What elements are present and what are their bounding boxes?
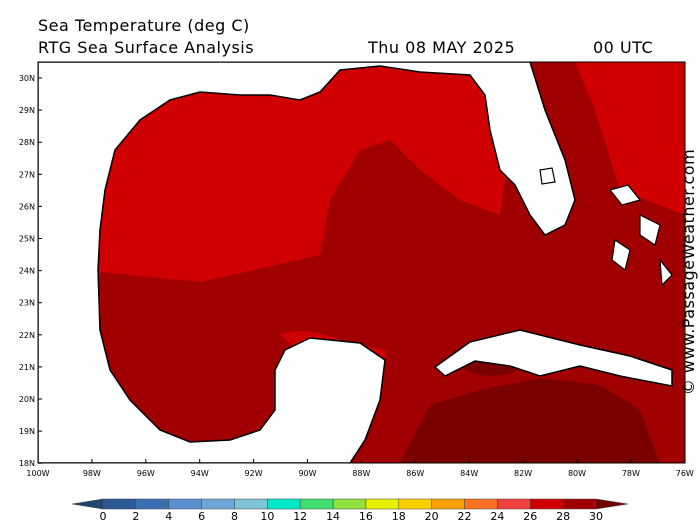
colorbar-segment	[562, 498, 597, 510]
colorbar-label: 12	[293, 510, 307, 523]
colorbar-label: 14	[326, 510, 340, 523]
lon-label: 94W	[191, 469, 209, 478]
lat-label: 18N	[19, 459, 35, 468]
title: Sea Temperature (deg C)	[38, 16, 250, 35]
colorbar-label: 22	[458, 510, 472, 523]
colorbar-segment	[71, 498, 104, 510]
lon-label: 76W	[676, 469, 694, 478]
colorbar-label: 0	[100, 510, 107, 523]
colorbar-label: 20	[425, 510, 439, 523]
lon-label: 80W	[568, 469, 586, 478]
lat-label: 30N	[19, 74, 35, 83]
colorbar-label: 8	[231, 510, 238, 523]
lat-label: 27N	[19, 170, 35, 179]
colorbar-segment	[332, 498, 367, 510]
warm-region	[38, 62, 520, 282]
colorbar-label: 4	[165, 510, 172, 523]
lon-label: 86W	[406, 469, 424, 478]
lat-label: 24N	[19, 267, 35, 276]
colorbar-label: 18	[392, 510, 406, 523]
lat-label: 28N	[19, 138, 35, 147]
lat-label: 26N	[19, 202, 35, 211]
lat-label: 29N	[19, 106, 35, 115]
colorbar-segment	[595, 498, 629, 510]
warm-region	[575, 62, 685, 215]
mainland	[38, 62, 576, 463]
lon-label: 82W	[514, 469, 532, 478]
colorbar-segment	[365, 498, 400, 510]
subtitle: RTG Sea Surface Analysis	[38, 38, 254, 57]
colorbar-segment	[267, 498, 301, 510]
lon-label: 96W	[137, 469, 155, 478]
map	[38, 62, 685, 463]
lon-label: 88W	[352, 469, 370, 478]
lat-label: 20N	[19, 395, 35, 404]
hot-region	[400, 378, 660, 463]
colorbar-segment	[464, 498, 498, 510]
colorbar-segment	[135, 498, 169, 510]
lat-label: 19N	[19, 427, 35, 436]
colorbar-label: 16	[359, 510, 373, 523]
colorbar-segment	[299, 498, 334, 510]
date: Thu 08 MAY 2025	[367, 38, 515, 57]
lat-label: 23N	[19, 299, 35, 308]
colorbar-label: 2	[132, 510, 139, 523]
colorbar-label: 6	[198, 510, 205, 523]
colorbar-segment	[398, 498, 432, 510]
lat-label: 25N	[19, 235, 35, 244]
time: 00 UTC	[593, 38, 653, 57]
colorbar-label: 26	[523, 510, 537, 523]
credit: © www.PassageWeather.com	[679, 149, 698, 395]
colorbar-segment	[530, 498, 564, 510]
colorbar-segment	[234, 498, 268, 510]
colorbar-segment	[102, 498, 137, 510]
islands	[539, 167, 673, 287]
colorbar-label: 30	[589, 510, 603, 523]
lat-label: 22N	[19, 331, 35, 340]
colorbar-label: 10	[260, 510, 274, 523]
lon-label: 90W	[298, 469, 316, 478]
colorbar-segment	[431, 498, 465, 510]
colorbar-label: 28	[556, 510, 570, 523]
cuba	[433, 329, 673, 387]
lon-label: 98W	[83, 469, 101, 478]
colorbar-segment	[201, 498, 235, 510]
lon-label: 84W	[460, 469, 478, 478]
lon-label: 78W	[622, 469, 640, 478]
colorbar-label: 24	[490, 510, 504, 523]
colorbar-segment	[497, 498, 531, 510]
lon-label: 100W	[26, 469, 49, 478]
colorbar-segment	[168, 498, 202, 510]
lat-label: 21N	[19, 363, 35, 372]
lon-label: 92W	[245, 469, 263, 478]
